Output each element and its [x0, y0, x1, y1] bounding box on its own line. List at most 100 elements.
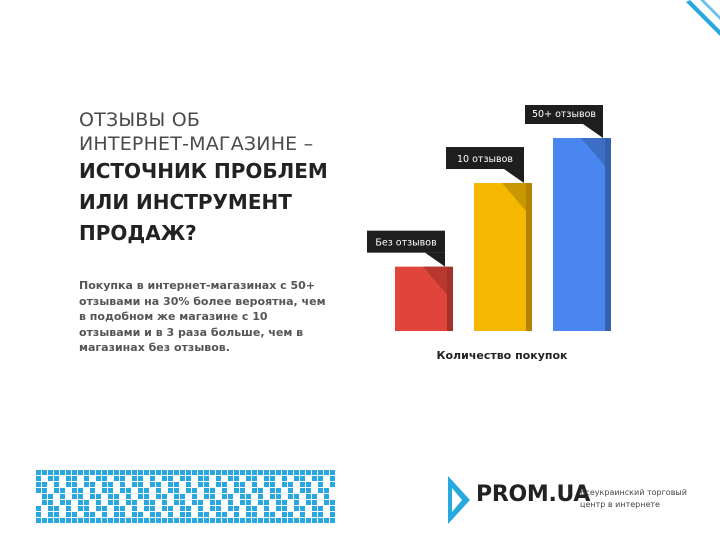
mosaic-cell — [108, 494, 113, 499]
mosaic-cell — [102, 470, 107, 475]
mosaic-cell — [48, 476, 53, 481]
mosaic-cell — [132, 482, 137, 487]
mosaic-cell — [174, 500, 179, 505]
mosaic-cell — [318, 518, 323, 523]
mosaic-cell — [294, 470, 299, 475]
mosaic-cell — [288, 482, 293, 487]
mosaic-cell — [150, 476, 155, 481]
mosaic-cell — [198, 506, 203, 511]
mosaic-cell — [162, 500, 167, 505]
mosaic-cell — [216, 482, 221, 487]
mosaic-cell — [174, 518, 179, 523]
mosaic-cell — [240, 482, 245, 487]
mosaic-cell — [240, 488, 245, 493]
mosaic-cell — [78, 470, 83, 475]
mosaic-cell — [132, 476, 137, 481]
mosaic-cell — [126, 470, 131, 475]
mosaic-cell — [108, 470, 113, 475]
bar-label-box-1 — [367, 230, 445, 253]
mosaic-cell — [276, 500, 281, 505]
mosaic-cell — [264, 476, 269, 481]
mosaic-cell — [300, 512, 305, 517]
mosaic-cell — [132, 506, 137, 511]
prom-tagline: Всеукраинский торговый центр в интернете — [580, 488, 687, 509]
mosaic-cell — [96, 470, 101, 475]
mosaic-cell — [240, 500, 245, 505]
mosaic-cell — [330, 506, 335, 511]
mosaic-cell — [36, 488, 41, 493]
mosaic-cell — [54, 506, 59, 511]
mosaic-cell — [144, 506, 149, 511]
mosaic-cell — [186, 488, 191, 493]
mosaic-cell — [138, 494, 143, 499]
mosaic-cell — [126, 494, 131, 499]
mosaic-cell — [114, 518, 119, 523]
mosaic-cell — [270, 476, 275, 481]
mosaic-cell — [120, 476, 125, 481]
mosaic-cell — [168, 488, 173, 493]
mosaic-cell — [318, 506, 323, 511]
mosaic-cell — [102, 482, 107, 487]
mosaic-cell — [300, 476, 305, 481]
mosaic-cell — [282, 482, 287, 487]
title-light-line-1: ОТЗЫВЫ ОБ — [79, 109, 201, 131]
mosaic-cell — [96, 506, 101, 511]
mosaic-cell — [84, 470, 89, 475]
mosaic-cell — [270, 494, 275, 499]
mosaic-cell — [156, 482, 161, 487]
mosaic-cell — [180, 470, 185, 475]
bar-label-pointer-1 — [425, 252, 445, 267]
mosaic-cell — [114, 494, 119, 499]
mosaic-cell — [54, 482, 59, 487]
mosaic-cell — [246, 476, 251, 481]
mosaic-cell — [126, 488, 131, 493]
mosaic-cell — [78, 494, 83, 499]
mosaic-cell — [186, 506, 191, 511]
mosaic-cell — [306, 518, 311, 523]
mosaic-cell — [144, 488, 149, 493]
mosaic-cell — [252, 512, 257, 517]
mosaic-cell — [252, 476, 257, 481]
mosaic-cell — [96, 476, 101, 481]
mosaic-cell — [192, 470, 197, 475]
mosaic-cell — [252, 488, 257, 493]
mosaic-cell — [276, 506, 281, 511]
mosaic-cell — [180, 476, 185, 481]
mosaic-cell — [306, 488, 311, 493]
mosaic-cell — [270, 518, 275, 523]
mosaic-cell — [108, 500, 113, 505]
bar-side-3 — [605, 138, 611, 331]
mosaic-cell — [222, 488, 227, 493]
mosaic-cell — [162, 476, 167, 481]
mosaic-cell — [300, 482, 305, 487]
mosaic-cell — [240, 470, 245, 475]
mosaic-cell — [222, 482, 227, 487]
mosaic-cell — [72, 512, 77, 517]
mosaic-cell — [246, 512, 251, 517]
mosaic-cell — [210, 506, 215, 511]
mosaic-cell — [36, 506, 41, 511]
mosaic-cell — [66, 500, 71, 505]
mosaic-cell — [60, 518, 65, 523]
mosaic-cell — [180, 518, 185, 523]
mosaic-cell — [102, 476, 107, 481]
mosaic-cell — [198, 518, 203, 523]
mosaic-cell — [54, 470, 59, 475]
corner-decoration — [686, 0, 720, 36]
mosaic-cell — [228, 476, 233, 481]
mosaic-cell — [264, 500, 269, 505]
mosaic-cell — [90, 494, 95, 499]
mosaic-cell — [162, 518, 167, 523]
mosaic-cell — [264, 506, 269, 511]
mosaic-cell — [264, 470, 269, 475]
mosaic-cell — [48, 500, 53, 505]
mosaic-cell — [204, 494, 209, 499]
mosaic-cell — [60, 470, 65, 475]
mosaic-cell — [318, 482, 323, 487]
mosaic-cell — [222, 470, 227, 475]
mosaic-cell — [42, 518, 47, 523]
mosaic-cell — [234, 512, 239, 517]
mosaic-cell — [66, 470, 71, 475]
mosaic-cell — [222, 518, 227, 523]
mosaic-cell — [330, 470, 335, 475]
